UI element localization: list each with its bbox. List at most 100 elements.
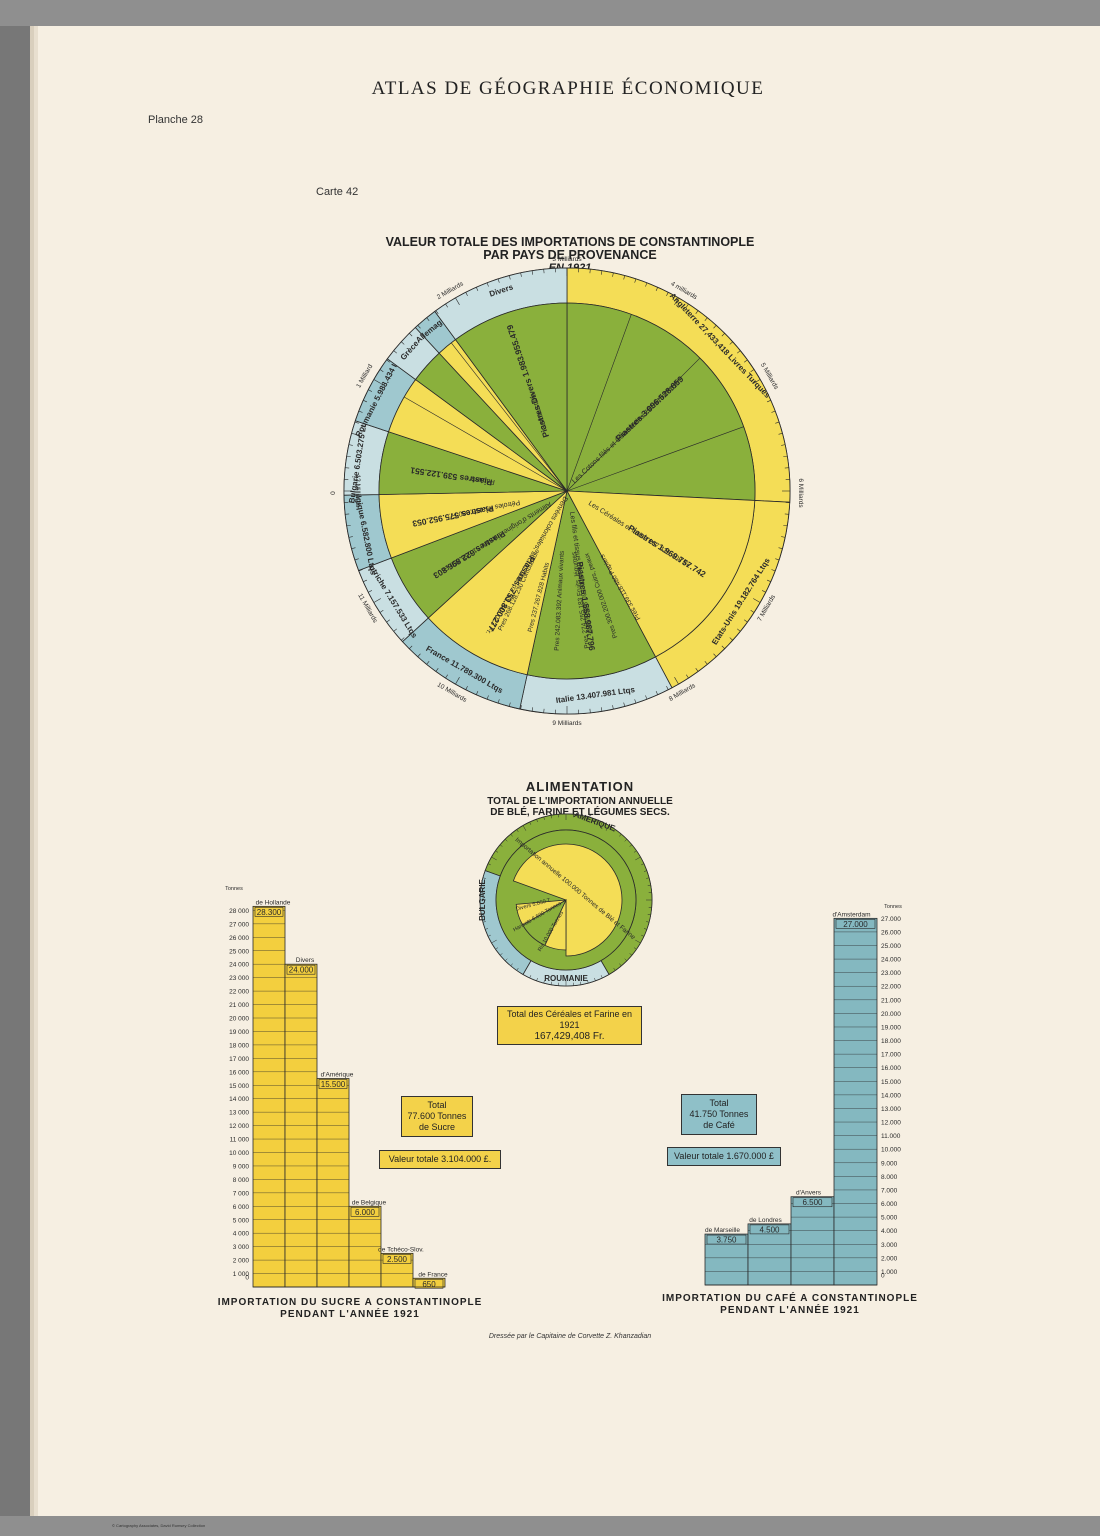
imports-pie-title-line-2: PAR PAYS DE PROVENANCE xyxy=(483,248,657,262)
coffee-value-label: 3.750 xyxy=(716,1236,737,1245)
imports-scale-tick xyxy=(393,350,397,354)
imports-scale-tick xyxy=(655,287,658,292)
imports-scale-tick xyxy=(612,272,614,277)
plate-label: Planche 28 xyxy=(148,114,204,126)
imports-scale-tick xyxy=(386,359,391,363)
sugar-caption-line-2: PENDANT L'ANNÉE 1921 xyxy=(280,1309,420,1320)
sugar-category-label: d'Amérique xyxy=(321,1072,354,1079)
imports-scale-tick xyxy=(435,667,439,672)
food-scale-tick xyxy=(481,884,485,886)
imports-scale-tick xyxy=(435,310,439,315)
sugar-ytick-label: 25 000 xyxy=(229,948,249,955)
imports-scale-tick xyxy=(600,270,603,275)
coffee-ytick-label: 2.000 xyxy=(881,1255,898,1262)
food-scale-tick xyxy=(635,939,641,944)
imports-scale-tick xyxy=(634,278,637,283)
food-scale-tick xyxy=(629,844,633,847)
sugar-ytick-label: 16 000 xyxy=(229,1069,249,1076)
food-scale-tick xyxy=(643,928,647,930)
coffee-ytick-label: 17.000 xyxy=(881,1052,901,1059)
coffee-category-label: de Marseille xyxy=(705,1227,740,1234)
imports-scale-tick xyxy=(351,432,356,435)
food-scale-tick xyxy=(510,833,513,837)
food-scale-tick xyxy=(529,821,532,825)
imports-scale-tick xyxy=(363,400,368,403)
imports-scale-tick xyxy=(775,558,780,561)
coffee-ytick-label: 12.000 xyxy=(881,1120,901,1127)
coffee-caption-line-1: IMPORTATION DU CAFÉ A CONSTANTINOPLE xyxy=(662,1293,918,1304)
imports-scale-tick xyxy=(520,705,522,710)
coffee-ylabel: Tonnes xyxy=(884,904,902,910)
cereal-total-line-2: 167,429,408 Fr. xyxy=(534,1031,605,1042)
coffee-value-box: Valeur totale 1.670.000 £ xyxy=(667,1147,781,1166)
food-scale-tick xyxy=(536,819,538,823)
imports-scale-tick xyxy=(645,695,648,700)
food-scale-tick xyxy=(624,839,627,842)
coffee-ytick-label: 7.000 xyxy=(881,1187,898,1194)
coffee-ytick-label: 10.000 xyxy=(881,1147,901,1154)
imports-scale-tick xyxy=(476,287,479,292)
food-scale-tick xyxy=(499,953,503,956)
food-scale-tick xyxy=(624,958,627,961)
sugar-ytick-label: 23 000 xyxy=(229,975,249,982)
imports-scale-tick xyxy=(600,707,603,712)
sugar-value-box xyxy=(318,1079,348,1089)
food-scale-tick xyxy=(605,969,610,975)
imports-scale-label: 3 Milliards xyxy=(552,256,582,263)
coffee-ytick-label: 18.000 xyxy=(881,1038,901,1045)
food-scale-tick xyxy=(629,953,633,956)
imports-scale-tick xyxy=(426,661,430,665)
imports-scale-tick xyxy=(753,379,761,384)
sugar-ytick-label: 21 000 xyxy=(229,1002,249,1009)
food-scale-tick xyxy=(619,963,622,967)
coffee-ytick-label: 22.000 xyxy=(881,984,901,991)
sugar-ytick-label: 1 000 xyxy=(233,1271,250,1278)
imports-scale-tick xyxy=(358,410,363,413)
food-scale-tick xyxy=(641,863,645,866)
food-scale-tick xyxy=(580,815,582,819)
copyright-notice: © Cartography Associates, David Rumsey C… xyxy=(112,1523,206,1528)
sugar-ytick-label: 20 000 xyxy=(229,1016,249,1023)
imports-scale-tick xyxy=(753,598,761,603)
imports-scale-tick xyxy=(695,667,699,672)
sugar-ytick-label: 9 000 xyxy=(233,1163,250,1170)
sugar-ytick-label: 22 000 xyxy=(229,989,249,996)
food-scale-tick xyxy=(516,829,519,833)
imports-scale-tick xyxy=(373,598,381,603)
coffee-value-box xyxy=(706,1234,747,1245)
imports-scale-tick xyxy=(354,421,359,424)
imports-pie-divider-line xyxy=(404,396,568,492)
imports-scale-tick xyxy=(497,278,500,283)
cereal-total-line-1: Total des Céréales et Farine en 1921 xyxy=(506,1009,633,1030)
sugar-total-line-1: Total xyxy=(427,1100,447,1110)
coffee-ytick-label: 0 xyxy=(881,1273,885,1280)
sugar-total-box: Total 77.600 Tonnes de Sucre xyxy=(401,1096,473,1137)
imports-scale-tick xyxy=(737,350,741,354)
imports-scale-tick xyxy=(666,685,669,690)
food-pie-subtitle-line-1: TOTAL DE L'IMPORTATION ANNUELLE xyxy=(487,796,673,807)
food-scale-tick xyxy=(613,829,616,833)
imports-scale-tick xyxy=(766,400,771,403)
food-scale-tick xyxy=(522,825,527,831)
food-scale-tick xyxy=(619,833,622,837)
food-scale-tick xyxy=(587,980,589,984)
food-scale-tick xyxy=(635,856,641,861)
imports-scale-tick xyxy=(409,333,413,337)
sugar-ytick-label: 2 000 xyxy=(233,1258,250,1265)
coffee-ytick-label: 1.000 xyxy=(881,1269,898,1276)
imports-pie-slice xyxy=(427,489,568,676)
food-scale-tick xyxy=(510,963,513,967)
imports-pie-slice xyxy=(566,490,756,658)
imports-scale-tick xyxy=(766,579,771,582)
food-ring-label: BULGARIE xyxy=(478,878,487,920)
sugar-value-label: 24.000 xyxy=(289,966,314,975)
food-scale-tick xyxy=(600,821,603,825)
imports-scale-tick xyxy=(721,333,725,337)
imports-scale-tick xyxy=(445,303,448,308)
imports-scale-tick xyxy=(348,536,353,538)
food-scale-tick xyxy=(491,939,497,944)
imports-scale-tick xyxy=(761,590,766,593)
food-pie-slice-divers xyxy=(515,899,567,926)
imports-scale-tick xyxy=(623,275,626,280)
sugar-value-label: 6.000 xyxy=(355,1208,376,1217)
